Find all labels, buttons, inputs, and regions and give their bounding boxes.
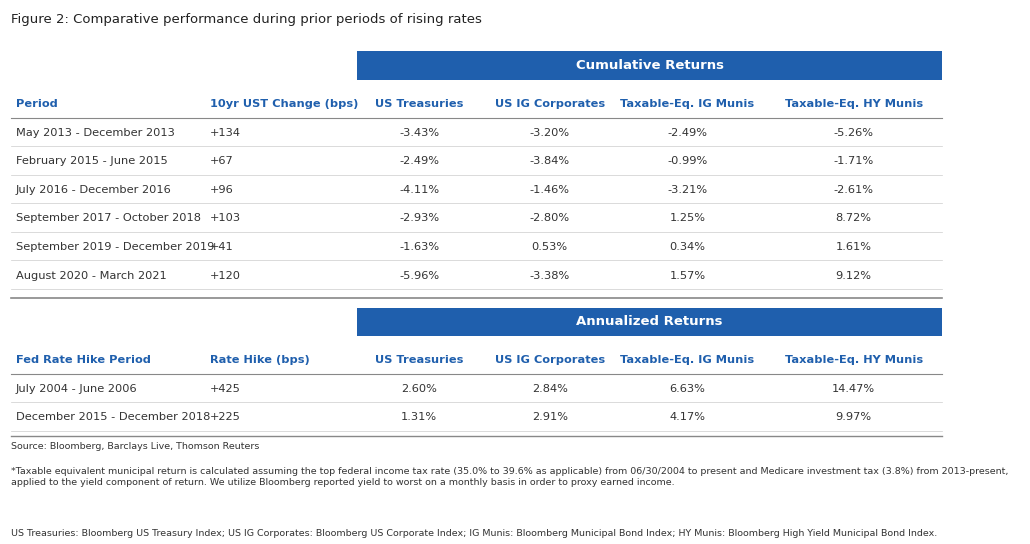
Text: -3.43%: -3.43% <box>400 127 439 138</box>
Text: +67: +67 <box>210 156 234 166</box>
Text: -5.26%: -5.26% <box>833 127 873 138</box>
Text: 0.53%: 0.53% <box>531 242 568 252</box>
Text: US Treasuries: Bloomberg US Treasury Index; US IG Corporates: Bloomberg US Corpo: US Treasuries: Bloomberg US Treasury Ind… <box>11 529 937 539</box>
Text: September 2019 - December 2019: September 2019 - December 2019 <box>15 242 214 252</box>
Text: 8.72%: 8.72% <box>835 213 871 224</box>
Text: US IG Corporates: US IG Corporates <box>494 355 605 365</box>
Text: -5.96%: -5.96% <box>400 271 439 281</box>
Text: 6.63%: 6.63% <box>670 384 706 394</box>
Text: Fed Rate Hike Period: Fed Rate Hike Period <box>15 355 150 365</box>
Text: 14.47%: 14.47% <box>832 384 875 394</box>
Text: -3.84%: -3.84% <box>529 156 570 166</box>
Text: Period: Period <box>15 99 58 109</box>
Text: -1.46%: -1.46% <box>529 185 570 195</box>
FancyBboxPatch shape <box>357 52 941 80</box>
Text: Taxable-Eq. IG Munis: Taxable-Eq. IG Munis <box>620 99 755 109</box>
Text: 1.57%: 1.57% <box>670 271 706 281</box>
Text: May 2013 - December 2013: May 2013 - December 2013 <box>15 127 174 138</box>
Text: 0.34%: 0.34% <box>670 242 706 252</box>
Text: Source: Bloomberg, Barclays Live, Thomson Reuters: Source: Bloomberg, Barclays Live, Thomso… <box>11 442 260 451</box>
Text: -2.80%: -2.80% <box>529 213 570 224</box>
Text: US Treasuries: US Treasuries <box>375 355 464 365</box>
Text: 10yr UST Change (bps): 10yr UST Change (bps) <box>210 99 358 109</box>
Text: 2.91%: 2.91% <box>531 412 568 422</box>
Text: Taxable-Eq. IG Munis: Taxable-Eq. IG Munis <box>620 355 755 365</box>
Text: -0.99%: -0.99% <box>667 156 708 166</box>
Text: 4.17%: 4.17% <box>670 412 706 422</box>
Text: +96: +96 <box>210 185 234 195</box>
Text: +225: +225 <box>210 412 241 422</box>
Text: +41: +41 <box>210 242 234 252</box>
Text: -3.38%: -3.38% <box>529 271 570 281</box>
Text: 1.61%: 1.61% <box>835 242 871 252</box>
Text: +425: +425 <box>210 384 241 394</box>
Text: 9.97%: 9.97% <box>835 412 871 422</box>
Text: September 2017 - October 2018: September 2017 - October 2018 <box>15 213 201 224</box>
Text: -2.93%: -2.93% <box>400 213 439 224</box>
Text: -2.61%: -2.61% <box>833 185 873 195</box>
Text: Taxable-Eq. HY Munis: Taxable-Eq. HY Munis <box>785 99 923 109</box>
Text: Annualized Returns: Annualized Returns <box>576 316 723 329</box>
Text: December 2015 - December 2018: December 2015 - December 2018 <box>15 412 210 422</box>
Text: February 2015 - June 2015: February 2015 - June 2015 <box>15 156 168 166</box>
Text: *Taxable equivalent municipal return is calculated assuming the top federal inco: *Taxable equivalent municipal return is … <box>11 467 1008 487</box>
Text: -1.71%: -1.71% <box>833 156 873 166</box>
Text: July 2004 - June 2006: July 2004 - June 2006 <box>15 384 137 394</box>
Text: 1.31%: 1.31% <box>401 412 438 422</box>
Text: 2.60%: 2.60% <box>402 384 437 394</box>
Text: August 2020 - March 2021: August 2020 - March 2021 <box>15 271 167 281</box>
Text: 9.12%: 9.12% <box>835 271 871 281</box>
Text: July 2016 - December 2016: July 2016 - December 2016 <box>15 185 171 195</box>
Text: -1.63%: -1.63% <box>400 242 439 252</box>
Text: Cumulative Returns: Cumulative Returns <box>576 59 723 72</box>
Text: 1.25%: 1.25% <box>670 213 706 224</box>
Text: US IG Corporates: US IG Corporates <box>494 99 605 109</box>
Text: US Treasuries: US Treasuries <box>375 99 464 109</box>
Text: +134: +134 <box>210 127 241 138</box>
Text: Taxable-Eq. HY Munis: Taxable-Eq. HY Munis <box>785 355 923 365</box>
Text: Rate Hike (bps): Rate Hike (bps) <box>210 355 310 365</box>
Text: +120: +120 <box>210 271 241 281</box>
Text: 2.84%: 2.84% <box>531 384 568 394</box>
Text: -3.20%: -3.20% <box>529 127 570 138</box>
Text: Figure 2: Comparative performance during prior periods of rising rates: Figure 2: Comparative performance during… <box>11 13 482 26</box>
Text: -2.49%: -2.49% <box>400 156 439 166</box>
FancyBboxPatch shape <box>357 307 941 336</box>
Text: -2.49%: -2.49% <box>667 127 708 138</box>
Text: +103: +103 <box>210 213 241 224</box>
Text: -4.11%: -4.11% <box>400 185 439 195</box>
Text: -3.21%: -3.21% <box>667 185 708 195</box>
